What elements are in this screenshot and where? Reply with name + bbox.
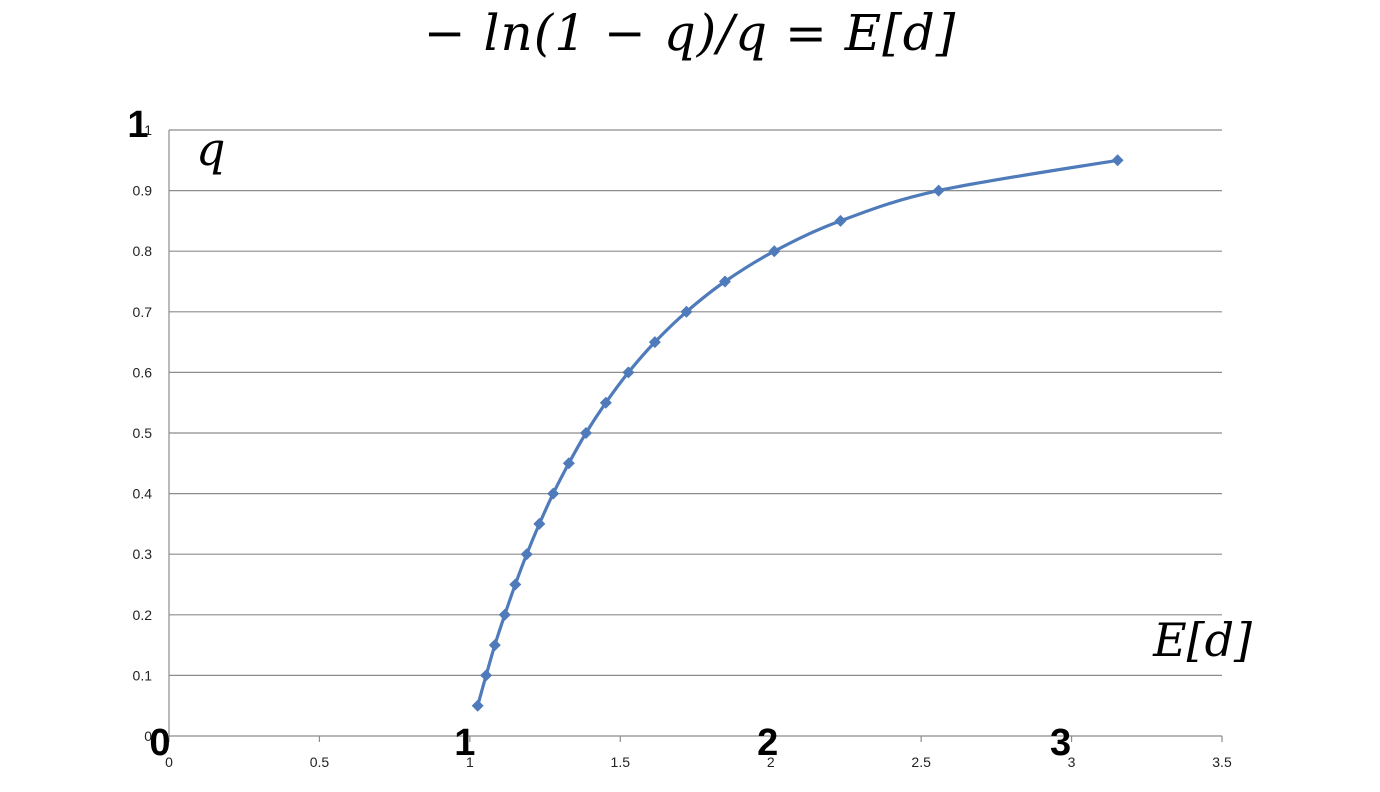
x-tick-label: 1 <box>466 754 474 770</box>
data-point-marker <box>932 184 945 197</box>
y-tick-label: 0.5 <box>133 425 153 441</box>
y-tick-label: 0.6 <box>133 364 153 380</box>
y-tick-label: 1 <box>144 122 152 138</box>
data-series <box>471 154 1124 712</box>
x-axis-three-label: 3 <box>1050 722 1071 764</box>
x-tick-label: 1.5 <box>611 754 631 770</box>
data-point-marker <box>1111 154 1124 167</box>
overlay-labels: 1 0 1 2 3 q E[d] <box>127 104 1252 764</box>
y-tick-label: 0.1 <box>133 667 153 683</box>
x-tick-label: 0.5 <box>310 754 330 770</box>
data-point-marker <box>562 457 575 470</box>
data-point-marker <box>680 305 693 318</box>
x-axis-title: E[d] <box>1152 613 1252 667</box>
x-axis-zero-label: 0 <box>149 722 170 764</box>
data-point-marker <box>599 396 612 409</box>
x-tick-label: 0 <box>165 754 173 770</box>
x-tick-label: 2.5 <box>911 754 931 770</box>
data-point-marker <box>834 214 847 227</box>
data-point-marker <box>471 699 484 712</box>
data-point-marker <box>498 608 511 621</box>
data-point-marker <box>768 245 781 258</box>
data-point-marker <box>648 336 661 349</box>
data-point-marker <box>718 275 731 288</box>
x-axis-two-label: 2 <box>757 722 778 764</box>
y-tick-label: 0.8 <box>133 243 153 259</box>
x-tick-label: 3 <box>1068 754 1076 770</box>
data-point-marker <box>622 366 635 379</box>
data-point-marker <box>547 487 560 500</box>
y-tick-label: 0.4 <box>133 486 153 502</box>
y-tick-label: 0.2 <box>133 607 153 623</box>
x-tick-label: 3.5 <box>1212 754 1232 770</box>
y-tick-label: 0 <box>144 728 152 744</box>
data-point-marker <box>509 578 522 591</box>
data-point-marker <box>533 517 546 530</box>
y-tick-label: 0.3 <box>133 546 153 562</box>
x-axis-one-label: 1 <box>454 722 475 764</box>
gridlines <box>169 129 1222 677</box>
y-axis-one-label: 1 <box>127 104 148 146</box>
axes <box>168 130 1223 742</box>
chart-title: − ln(1 − q)/q = E[d] <box>423 4 957 62</box>
y-tick-label: 0.9 <box>133 183 153 199</box>
data-point-marker <box>520 548 533 561</box>
y-tick-label: 0.7 <box>133 304 153 320</box>
data-point-marker <box>488 639 501 652</box>
data-point-marker <box>480 669 493 682</box>
x-tick-label: 2 <box>767 754 775 770</box>
tick-labels: 0 0.1 0.2 0.3 0.4 0.5 0.6 0.7 0.8 0.9 1 0 0.5 1 1.5 2 2.… <box>133 122 1232 770</box>
data-point-marker <box>579 427 592 439</box>
y-axis-title: q <box>196 122 225 176</box>
